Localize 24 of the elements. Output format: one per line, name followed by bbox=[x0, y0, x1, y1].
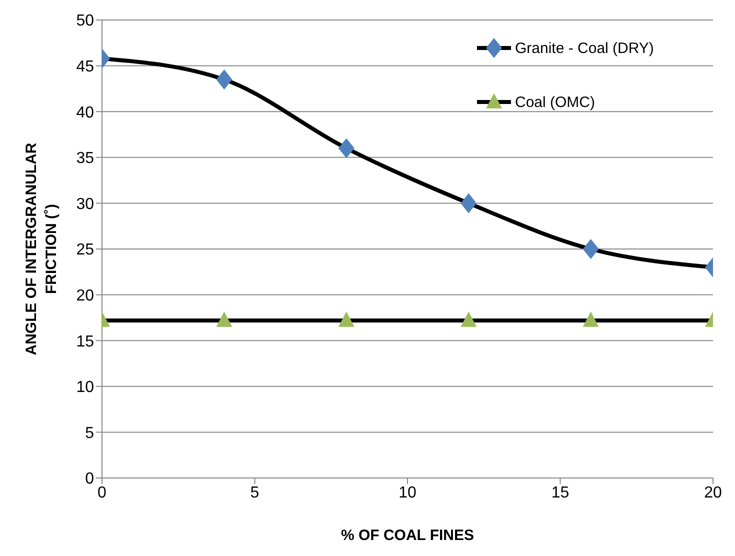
x-tick-label: 10 bbox=[398, 484, 416, 502]
y-tick-label: 30 bbox=[76, 196, 94, 213]
legend-label: Coal (OMC) bbox=[515, 94, 596, 110]
y-tick-label: 5 bbox=[85, 424, 94, 442]
y-tick-label: 25 bbox=[76, 242, 94, 259]
point bbox=[338, 312, 354, 327]
x-tick-label: 0 bbox=[98, 484, 107, 502]
point bbox=[460, 312, 477, 327]
x-tick-label: 15 bbox=[551, 484, 570, 502]
y-tick-label: 20 bbox=[76, 287, 94, 304]
point bbox=[460, 193, 477, 214]
y-tick-label: 15 bbox=[76, 333, 94, 350]
y-tick-label: 50 bbox=[76, 12, 94, 30]
y-tick-label: 40 bbox=[76, 104, 94, 122]
x-axis-title: % OF COAL FINES bbox=[340, 527, 474, 544]
y-tick-label: 10 bbox=[76, 379, 94, 396]
y-tick-label: 0 bbox=[85, 470, 94, 488]
y-axis-title: ANGLE OF INTERGRANULAR FRICTION (˚) bbox=[23, 142, 60, 356]
x-tick-label: 5 bbox=[250, 484, 260, 502]
legend-label: Granite - Coal (DRY) bbox=[515, 40, 654, 56]
point bbox=[338, 138, 354, 158]
y-tick-label: 45 bbox=[76, 58, 94, 76]
y-tick-label: 35 bbox=[76, 150, 94, 168]
x-tick-label: 20 bbox=[704, 484, 722, 502]
